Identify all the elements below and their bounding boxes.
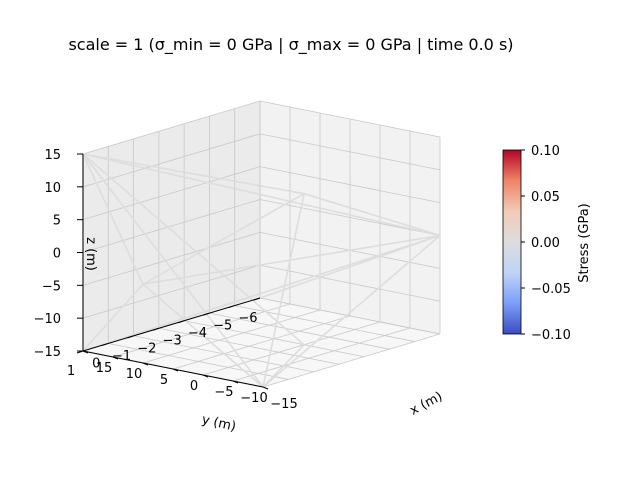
colorbar: 0.10 0.05 0.00 −0.05 −0.10 Stress (GPa) [502,144,592,343]
y-tick-label: 0 [92,356,100,371]
y-axis-label: y (m) [200,412,237,434]
x-tick-label: 0 [190,379,198,394]
y-tick-label: −5 [213,319,232,334]
gridline [259,166,441,204]
gridline [82,100,261,155]
colorbar-tick-label: 0.05 [531,190,560,205]
z-tick-label: 15 [44,148,61,163]
y-tick-label: −6 [238,311,257,326]
colorbar-tick-label: 0.10 [531,144,560,159]
gridline [262,333,441,388]
colorbar-tick-label: 0.00 [531,236,560,251]
x-tick-label: 15 [96,361,113,376]
axes: 15 10 5 0 −5 −10 −15−6−5−4−3−2−101−15−10−50510… [34,148,298,412]
x-axis-label: x (m) [408,389,446,419]
x-tick [202,374,209,378]
y-tick [177,320,185,324]
gridline [209,312,390,350]
truss-member [142,283,264,388]
x-tick-label: 5 [160,373,168,388]
truss-member [82,153,264,388]
truss-member [82,153,305,195]
y-tick [253,297,261,301]
y-tick-label: −3 [163,334,182,349]
gridline [232,327,411,382]
gridline [142,309,321,364]
colorbar-tick-label: −0.10 [531,328,571,343]
colorbar-label: Stress (GPa) [577,203,592,283]
gridline [82,133,261,188]
gridline [259,100,441,138]
z-tick-label: −10 [34,312,61,327]
gridline [158,327,339,365]
truss-member [82,153,305,346]
x-tick-label: −15 [270,397,297,412]
truss-member [82,153,144,286]
gridline [259,297,441,335]
gridline [184,320,365,358]
x-tick-label: −10 [240,391,267,406]
truss-member [262,343,305,388]
x-tick-label: −5 [214,385,233,400]
z-axis-label: z (m) [83,237,98,271]
truss-member [82,153,441,237]
chart-title: scale = 1 (σ_min = 0 GPa | σ_max = 0 GPa… [68,35,513,55]
truss-member [82,283,144,352]
z-tick-label: 0 [53,247,61,262]
truss-member [262,234,441,388]
y-tick [127,335,134,339]
colorbar-gradient [502,149,522,335]
gridline [112,303,291,358]
y-tick-label: −2 [137,341,156,356]
gridline [82,166,261,221]
y-tick [228,305,235,309]
truss-member [142,192,305,286]
y-tick [102,342,109,346]
x-tick [142,362,149,366]
x-tick [232,380,239,384]
gridline [259,133,441,171]
gridline [202,321,381,376]
gridline [108,343,289,380]
truss-member [303,192,441,237]
z-tick-label: −15 [34,345,61,360]
x-tick-label: 10 [126,367,143,382]
z-tick-label: 10 [44,181,61,196]
truss-member [142,234,441,286]
colorbar-tick-label: −0.05 [531,282,571,297]
gridline [259,264,441,302]
gridline [82,264,261,319]
gridline [82,231,261,286]
z-tick-label: 5 [53,214,61,229]
gridline [172,315,351,370]
y-tick [152,327,160,331]
y-tick-label: −4 [188,326,207,341]
y-tick [203,312,210,316]
truss-member [82,234,441,352]
x-tick [172,368,179,372]
gridline [259,199,441,236]
y-tick-label: 1 [67,364,75,379]
y-tick-label: −1 [112,349,131,364]
x-tick [262,386,269,390]
z-tick-label: −5 [42,279,61,294]
gridline [82,199,261,253]
colorbar-ticks: 0.10 0.05 0.00 −0.05 −0.10 [521,144,571,343]
x-tick [112,356,119,360]
x-tick [82,350,89,354]
